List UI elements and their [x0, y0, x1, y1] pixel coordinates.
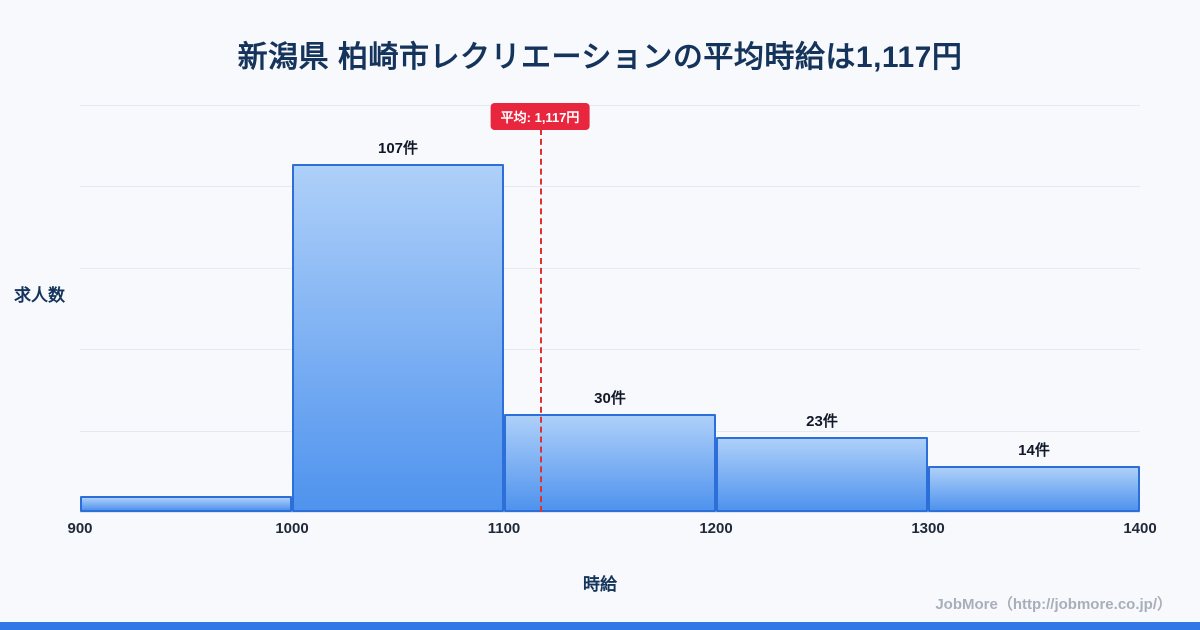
accent-strip	[0, 622, 1200, 630]
histogram-bar	[80, 495, 292, 512]
x-axis-line	[80, 512, 1140, 513]
footer-credit: JobMore（http://jobmore.co.jp/）	[935, 596, 1172, 613]
bar-value-label: 14件	[1018, 442, 1050, 460]
average-badge: 平均: 1,117円	[490, 103, 590, 130]
average-line	[540, 129, 543, 512]
histogram-bar	[928, 466, 1140, 512]
x-tick-label: 1200	[699, 520, 733, 537]
x-tick-label: 1400	[1123, 520, 1157, 537]
x-tick-label: 900	[67, 520, 93, 537]
gridline	[80, 349, 1140, 351]
histogram-bar	[504, 414, 716, 512]
bar-value-label: 107件	[377, 139, 419, 157]
x-tick-label: 1100	[487, 520, 521, 537]
gridline	[80, 105, 1140, 106]
y-axis-label: 求人数	[14, 286, 65, 305]
gridline	[80, 267, 1140, 269]
bar-value-label: 23件	[806, 413, 838, 431]
chart-title: 新潟県 柏崎市レクリエーションの平均時給は1,117円	[237, 41, 963, 74]
histogram-bar	[716, 437, 928, 512]
plot-area: 107件 30件 23件 14件 900 1000 1100 1200 1300 1400 平均: …	[67, 103, 1157, 537]
bar-value-label: 30件	[594, 390, 626, 408]
x-axis-label: 時給	[583, 575, 617, 594]
x-tick-label: 1300	[911, 520, 945, 537]
gridline	[80, 186, 1140, 188]
x-tick-label: 1000	[275, 520, 309, 537]
histogram-bar	[292, 163, 504, 512]
